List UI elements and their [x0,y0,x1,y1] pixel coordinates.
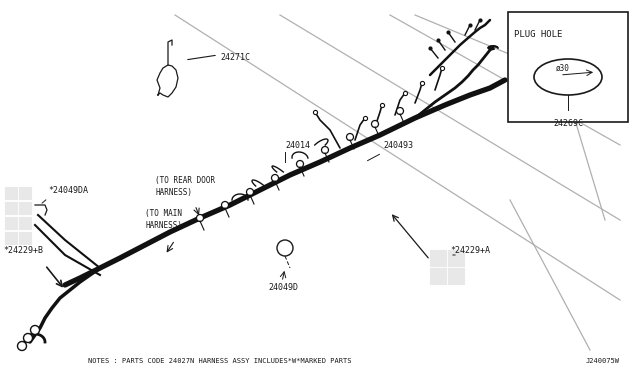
Circle shape [246,189,253,196]
Circle shape [371,121,378,128]
Text: 24271C: 24271C [220,52,250,61]
Ellipse shape [534,59,602,95]
Bar [19,187,31,199]
Circle shape [397,108,403,115]
Bar [448,250,464,266]
Bar [448,268,464,284]
Circle shape [296,160,303,167]
Text: PLUG HOLE: PLUG HOLE [514,30,563,39]
Bar [5,185,35,245]
Text: *24229+B: *24229+B [3,246,43,255]
Bar [430,250,446,266]
Text: (TO REAR DOOR
HARNESS): (TO REAR DOOR HARNESS) [155,176,215,197]
Bar [5,232,17,244]
Text: 24269C: 24269C [553,119,583,128]
Text: 240493: 240493 [383,141,413,150]
Text: ø30: ø30 [556,64,570,73]
Bar [508,12,628,122]
Bar [19,217,31,229]
Bar [19,202,31,214]
Circle shape [271,174,278,182]
Text: J240075W: J240075W [586,358,620,364]
Circle shape [24,334,33,343]
Text: NOTES : PARTS CODE 24027N HARNESS ASSY INCLUDES*W*MARKED PARTS: NOTES : PARTS CODE 24027N HARNESS ASSY I… [88,358,352,364]
Text: 24014: 24014 [285,141,310,150]
Bar [430,268,446,284]
Bar [5,202,17,214]
Circle shape [346,134,353,141]
Circle shape [31,326,40,334]
Circle shape [277,240,293,256]
Bar [5,187,17,199]
Bar [5,217,17,229]
Bar [430,248,468,286]
Bar [19,232,31,244]
Circle shape [321,147,328,154]
Circle shape [221,202,228,208]
Text: *24229+A: *24229+A [450,246,490,255]
Text: (TO MAIN
HARNESS): (TO MAIN HARNESS) [145,209,182,230]
Circle shape [17,341,26,350]
Text: *24049DA: *24049DA [48,186,88,195]
Circle shape [196,215,204,221]
Text: 24049D: 24049D [268,283,298,292]
